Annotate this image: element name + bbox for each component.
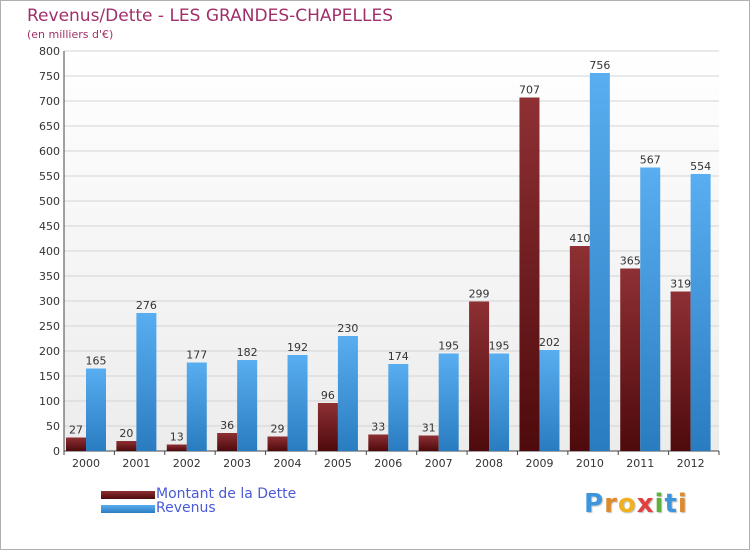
logo-letter: r [604, 489, 618, 519]
logo-letter: i [677, 489, 688, 519]
bar-revenus-2010 [589, 73, 610, 451]
bar-dette-2002 [166, 444, 187, 451]
data-label-dette-2004: 29 [271, 423, 285, 436]
bar-revenus-2001 [136, 313, 157, 451]
proxiti-logo: Proxiti [584, 489, 688, 519]
bar-dette-2004 [267, 436, 288, 451]
x-tick-label-2006: 2006 [374, 457, 402, 470]
data-label-dette-2003: 36 [220, 419, 234, 432]
bar-revenus-2008 [489, 353, 510, 451]
data-label-dette-2006: 33 [371, 421, 385, 434]
data-label-dette-2010: 410 [569, 232, 590, 245]
legend-swatch-dette [101, 491, 155, 499]
legend-label-revenus: Revenus [156, 500, 216, 516]
data-label-revenus-2008: 195 [489, 340, 510, 353]
y-tick-label: 350 [39, 270, 60, 283]
data-label-dette-2002: 13 [170, 431, 184, 444]
bar-revenus-2002 [186, 362, 207, 451]
bar-revenus-2011 [640, 167, 661, 451]
bar-revenus-2007 [438, 353, 459, 451]
data-label-revenus-2004: 192 [287, 341, 308, 354]
x-tick-label-2001: 2001 [122, 457, 150, 470]
y-tick-label: 700 [39, 95, 60, 108]
data-label-revenus-2005: 230 [337, 322, 358, 335]
data-label-revenus-2006: 174 [388, 350, 409, 363]
data-label-revenus-2002: 177 [186, 349, 207, 362]
x-tick-label-2003: 2003 [223, 457, 251, 470]
y-tick-label: 0 [53, 445, 60, 458]
bar-dette-2001 [116, 441, 137, 451]
data-label-dette-2008: 299 [469, 288, 490, 301]
x-tick-label-2010: 2010 [576, 457, 604, 470]
data-label-revenus-2011: 567 [640, 154, 661, 167]
logo-letter: x [636, 489, 655, 519]
data-label-dette-2011: 365 [620, 255, 641, 268]
x-tick-label-2002: 2002 [173, 457, 201, 470]
y-tick-label: 750 [39, 70, 60, 83]
bar-revenus-2003 [237, 360, 258, 451]
data-label-revenus-2007: 195 [438, 340, 459, 353]
bar-revenus-2005 [337, 336, 358, 451]
x-tick-label-2007: 2007 [425, 457, 453, 470]
bar-dette-2007 [418, 435, 439, 451]
x-tick-label-2005: 2005 [324, 457, 352, 470]
x-tick-label-2000: 2000 [72, 457, 100, 470]
y-tick-label: 550 [39, 170, 60, 183]
data-label-revenus-2000: 165 [86, 355, 107, 368]
y-tick-label: 100 [39, 395, 60, 408]
bar-revenus-2006 [388, 364, 409, 451]
x-tick-label-2009: 2009 [525, 457, 553, 470]
x-tick-label-2011: 2011 [626, 457, 654, 470]
data-label-dette-2012: 319 [670, 278, 691, 291]
logo-letter: i [654, 489, 665, 519]
chart-title: Revenus/Dette - LES GRANDES-CHAPELLES [27, 6, 393, 26]
y-tick-label: 300 [39, 295, 60, 308]
bar-dette-2005 [317, 403, 338, 451]
bar-dette-2009 [519, 97, 540, 451]
y-tick-label: 650 [39, 120, 60, 133]
data-label-dette-2009: 707 [519, 84, 540, 97]
data-label-dette-2007: 31 [422, 422, 436, 435]
y-tick-label: 200 [39, 345, 60, 358]
bar-dette-2000 [66, 437, 86, 451]
x-tick-label-2004: 2004 [274, 457, 302, 470]
data-label-revenus-2001: 276 [136, 299, 157, 312]
y-tick-label: 800 [39, 45, 60, 58]
bar-revenus-2012 [690, 174, 711, 451]
y-tick-label: 50 [46, 420, 60, 433]
bar-dette-2003 [217, 433, 238, 451]
chart-subtitle: (en milliers d'€) [27, 28, 114, 41]
y-tick-label: 450 [39, 220, 60, 233]
x-tick-label-2008: 2008 [475, 457, 503, 470]
data-label-dette-2001: 20 [119, 427, 133, 440]
y-tick-label: 500 [39, 195, 60, 208]
legend-swatch-revenus [101, 505, 155, 513]
logo-letter: P [584, 489, 605, 519]
bar-revenus-2009 [539, 350, 560, 451]
bar-dette-2012 [670, 291, 691, 451]
y-tick-label: 150 [39, 370, 60, 383]
data-label-revenus-2010: 756 [589, 59, 610, 72]
bar-dette-2011 [620, 268, 641, 451]
logo-letter: o [617, 489, 637, 519]
bar-revenus-2000 [86, 368, 106, 451]
y-tick-label: 600 [39, 145, 60, 158]
y-tick-label: 250 [39, 320, 60, 333]
data-label-dette-2005: 96 [321, 389, 335, 402]
x-tick-label-2012: 2012 [677, 457, 705, 470]
bar-revenus-2004 [287, 355, 308, 451]
logo-letter: t [664, 489, 678, 519]
bar-dette-2006 [368, 434, 389, 451]
data-label-dette-2000: 27 [69, 424, 83, 437]
y-tick-label: 400 [39, 245, 60, 258]
data-label-revenus-2003: 182 [237, 346, 258, 359]
bar-dette-2010 [569, 246, 590, 451]
legend-label-dette: Montant de la Dette [156, 486, 297, 502]
bar-dette-2008 [469, 301, 490, 451]
data-label-revenus-2009: 202 [539, 336, 560, 349]
data-label-revenus-2012: 554 [690, 160, 711, 173]
